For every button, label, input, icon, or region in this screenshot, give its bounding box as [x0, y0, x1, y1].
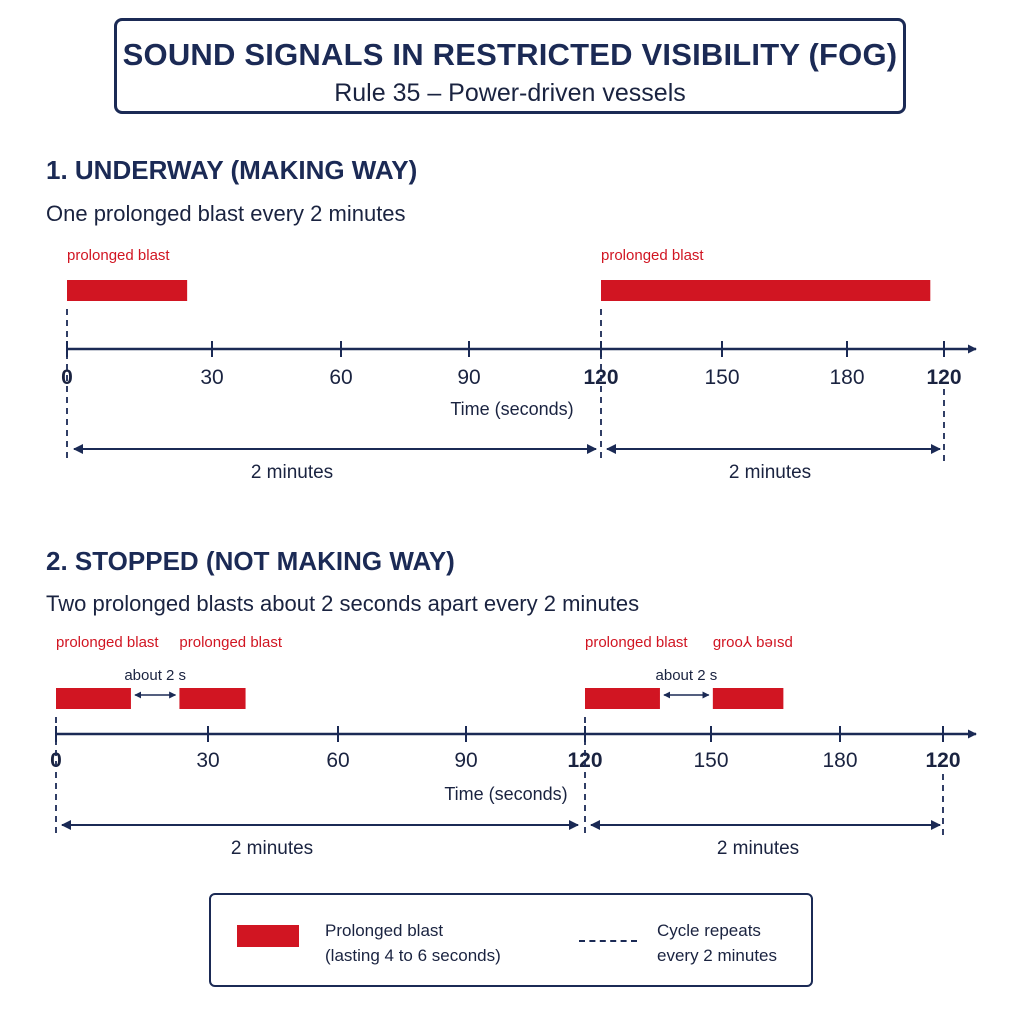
gap-label: about 2 s — [124, 667, 186, 684]
page-title: SOUND SIGNALS IN RESTRICTED VISIBILITY (… — [122, 37, 898, 72]
tick-label: 60 — [326, 749, 349, 772]
tick-label: 0 — [50, 749, 62, 772]
blast-label: groo⅄ bəısd — [713, 634, 793, 651]
gap-label: about 2 s — [656, 667, 718, 684]
tick-label: 180 — [829, 366, 864, 389]
section-2-description: Two prolonged blasts about 2 seconds apa… — [46, 591, 640, 616]
tick-label: 120 — [925, 749, 960, 772]
tick-label: 30 — [196, 749, 219, 772]
axis-label: Time (seconds) — [444, 784, 567, 804]
blast-bar — [585, 688, 660, 709]
span-label: 2 minutes — [717, 838, 799, 859]
title-box: SOUND SIGNALS IN RESTRICTED VISIBILITY (… — [114, 18, 906, 114]
legend-cycle-dash — [579, 940, 637, 942]
legend-cycle-label: Cycle repeats — [657, 921, 761, 940]
tick-label: 30 — [200, 366, 223, 389]
span-label: 2 minutes — [251, 462, 333, 483]
blast-label: prolonged blast — [601, 247, 704, 264]
legend-cycle-note: every 2 minutes — [657, 946, 777, 965]
section-1-description: One prolonged blast every 2 minutes — [46, 201, 406, 226]
tick-label: 180 — [822, 749, 857, 772]
blast-bar — [601, 280, 931, 301]
legend: Prolonged blast (lasting 4 to 6 seconds)… — [209, 893, 813, 987]
blast-label: prolonged blast — [179, 634, 282, 651]
tick-label: 120 — [567, 749, 602, 772]
blast-label: prolonged blast — [56, 634, 159, 651]
span-label: 2 minutes — [231, 838, 313, 859]
legend-blast-label: Prolonged blast — [325, 921, 444, 940]
tick-label: 60 — [329, 366, 352, 389]
page-subtitle: Rule 35 – Power-driven vessels — [334, 79, 686, 107]
blast-label: prolonged blast — [585, 634, 688, 651]
blast-bar — [56, 688, 131, 709]
blast-bar — [179, 688, 246, 709]
section-2-title: 2. STOPPED (NOT MAKING WAY) — [46, 546, 455, 576]
axis-label: Time (seconds) — [450, 399, 573, 419]
blast-label: prolonged blast — [67, 247, 170, 264]
span-label: 2 minutes — [729, 462, 811, 483]
blast-bar — [712, 688, 784, 709]
tick-label: 150 — [693, 749, 728, 772]
legend-blast-swatch — [237, 925, 299, 947]
section-1-title: 1. UNDERWAY (MAKING WAY) — [46, 155, 418, 185]
tick-label: 120 — [926, 366, 961, 389]
tick-label: 90 — [454, 749, 477, 772]
tick-label: 90 — [457, 366, 480, 389]
legend-blast-note: (lasting 4 to 6 seconds) — [325, 946, 501, 965]
tick-label: 150 — [704, 366, 739, 389]
blast-bar — [67, 280, 188, 301]
